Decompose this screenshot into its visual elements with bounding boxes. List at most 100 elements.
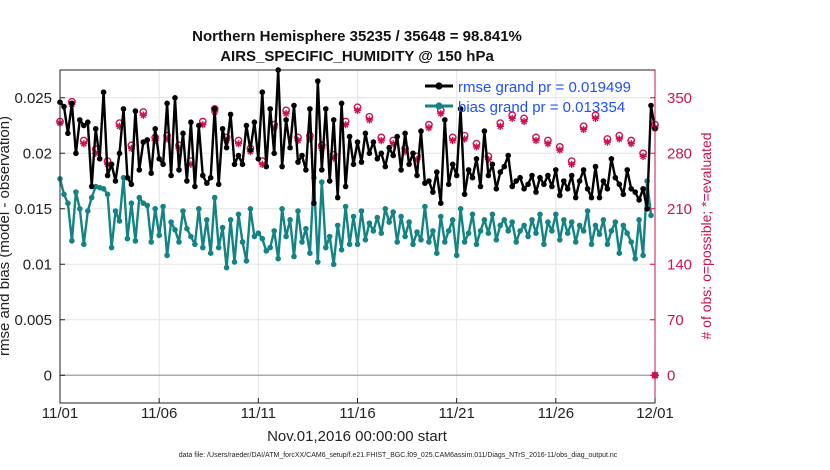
obs-evaluated-point (556, 146, 564, 154)
bias-point (77, 206, 83, 212)
rmse-point (279, 163, 285, 170)
rmse-point (457, 106, 464, 112)
y-axis-ticks: 0 0.005 0.01 0.015 0.02 0.025 (14, 90, 65, 384)
bias-point (156, 232, 162, 239)
bias-point (584, 208, 591, 214)
y2-axis-label: # of obs: o=possible; *=evaluated (698, 132, 714, 339)
bias-point (509, 219, 515, 225)
bias-point (576, 222, 583, 229)
bias-point (299, 239, 305, 245)
rmse-point (390, 152, 397, 159)
rmse-point (295, 159, 301, 165)
bias-point (505, 228, 512, 234)
rmse-point (418, 128, 424, 134)
obs-evaluated-point (520, 117, 528, 126)
legend-rmse-marker (435, 82, 443, 90)
rmse-point (509, 183, 515, 190)
rmse-point (247, 147, 254, 153)
bias-point (549, 228, 555, 234)
y-tick-label: 0.025 (14, 90, 52, 107)
rmse-point (545, 172, 551, 179)
rmse-point (378, 150, 385, 157)
rmse-point (239, 161, 246, 168)
y2-tick-label: 350 (667, 90, 692, 107)
bias-point (469, 211, 476, 218)
bias-point (172, 227, 178, 233)
bias-point (168, 219, 174, 225)
rmse-point (184, 178, 190, 184)
bias-point (461, 239, 468, 245)
rmse-point (529, 172, 535, 179)
rmse-point (188, 119, 194, 125)
bias-point (374, 214, 381, 221)
rmse-point (410, 150, 416, 157)
bias-point (275, 255, 282, 262)
x-tick-label: 12/01 (636, 405, 674, 422)
bias-point (176, 239, 182, 245)
bias-point (521, 222, 527, 229)
bias-point (247, 206, 254, 212)
x-tick-label: 11/11 (241, 405, 276, 422)
bias-point (430, 228, 436, 234)
bias-series (57, 174, 654, 271)
obs-evaluated-point (639, 152, 647, 161)
rmse-point (124, 174, 131, 181)
y-tick-label: 0.01 (23, 256, 52, 273)
rmse-point (81, 122, 87, 129)
rmse-point (152, 126, 158, 132)
series-layer (56, 67, 659, 380)
y-tick-label: 0.005 (14, 312, 52, 329)
rmse-point (196, 122, 202, 129)
bias-point (465, 230, 472, 236)
bias-point (414, 229, 420, 235)
bias-point (513, 239, 519, 245)
bias-point (65, 200, 71, 206)
obs-evaluated-point (532, 136, 540, 145)
bias-point (449, 217, 456, 223)
bias-point (517, 228, 523, 234)
bias-point (287, 217, 293, 223)
rmse-point (481, 128, 488, 134)
bias-point (525, 233, 531, 240)
bias-point (378, 230, 385, 236)
bias-point (342, 203, 349, 210)
rmse-point (600, 178, 607, 184)
bias-point (485, 230, 492, 236)
y-axis-label: rmse and bias (model - observation) (0, 116, 13, 356)
bias-point (620, 222, 627, 229)
obs-evaluated-point (568, 160, 576, 168)
legend-bias-label: bias grand pr = 0.013354 (458, 99, 625, 116)
rmse-point (200, 172, 206, 179)
bias-point (402, 233, 408, 240)
bias-point (406, 219, 412, 225)
obs-evaluated-point (580, 125, 588, 134)
rmse-point (584, 186, 591, 192)
bias-point (616, 250, 623, 256)
obs-evaluated-point (627, 140, 635, 148)
bias-point (386, 219, 393, 225)
rmse-point (354, 139, 361, 145)
x-axis-label: Nov.01,2016 00:00:00 start (267, 428, 448, 445)
rmse-point (315, 78, 321, 84)
rmse-point (334, 194, 341, 201)
rmse-point (291, 102, 297, 109)
rmse-point (394, 133, 401, 140)
rmse-point (564, 186, 571, 192)
rmse-point (73, 150, 79, 157)
rmse-point (283, 117, 289, 123)
bias-point (346, 241, 353, 248)
x-axis-ticks: 11/01 11/06 11/11 11/16 11/21 11/26 12/01 (42, 398, 674, 422)
bias-point (160, 203, 166, 210)
rmse-point (108, 161, 115, 168)
rmse-point (438, 200, 444, 206)
rmse-point (168, 172, 174, 179)
rmse-point (326, 178, 333, 184)
rmse-point (350, 161, 357, 168)
rmse-point (251, 119, 258, 125)
x-tick-label: 11/06 (141, 405, 177, 422)
y2-tick-label: 140 (667, 256, 692, 273)
rmse-point (616, 181, 623, 188)
bias-point (323, 244, 329, 251)
obs-evaluated-point (603, 138, 611, 146)
rmse-point (473, 156, 480, 162)
